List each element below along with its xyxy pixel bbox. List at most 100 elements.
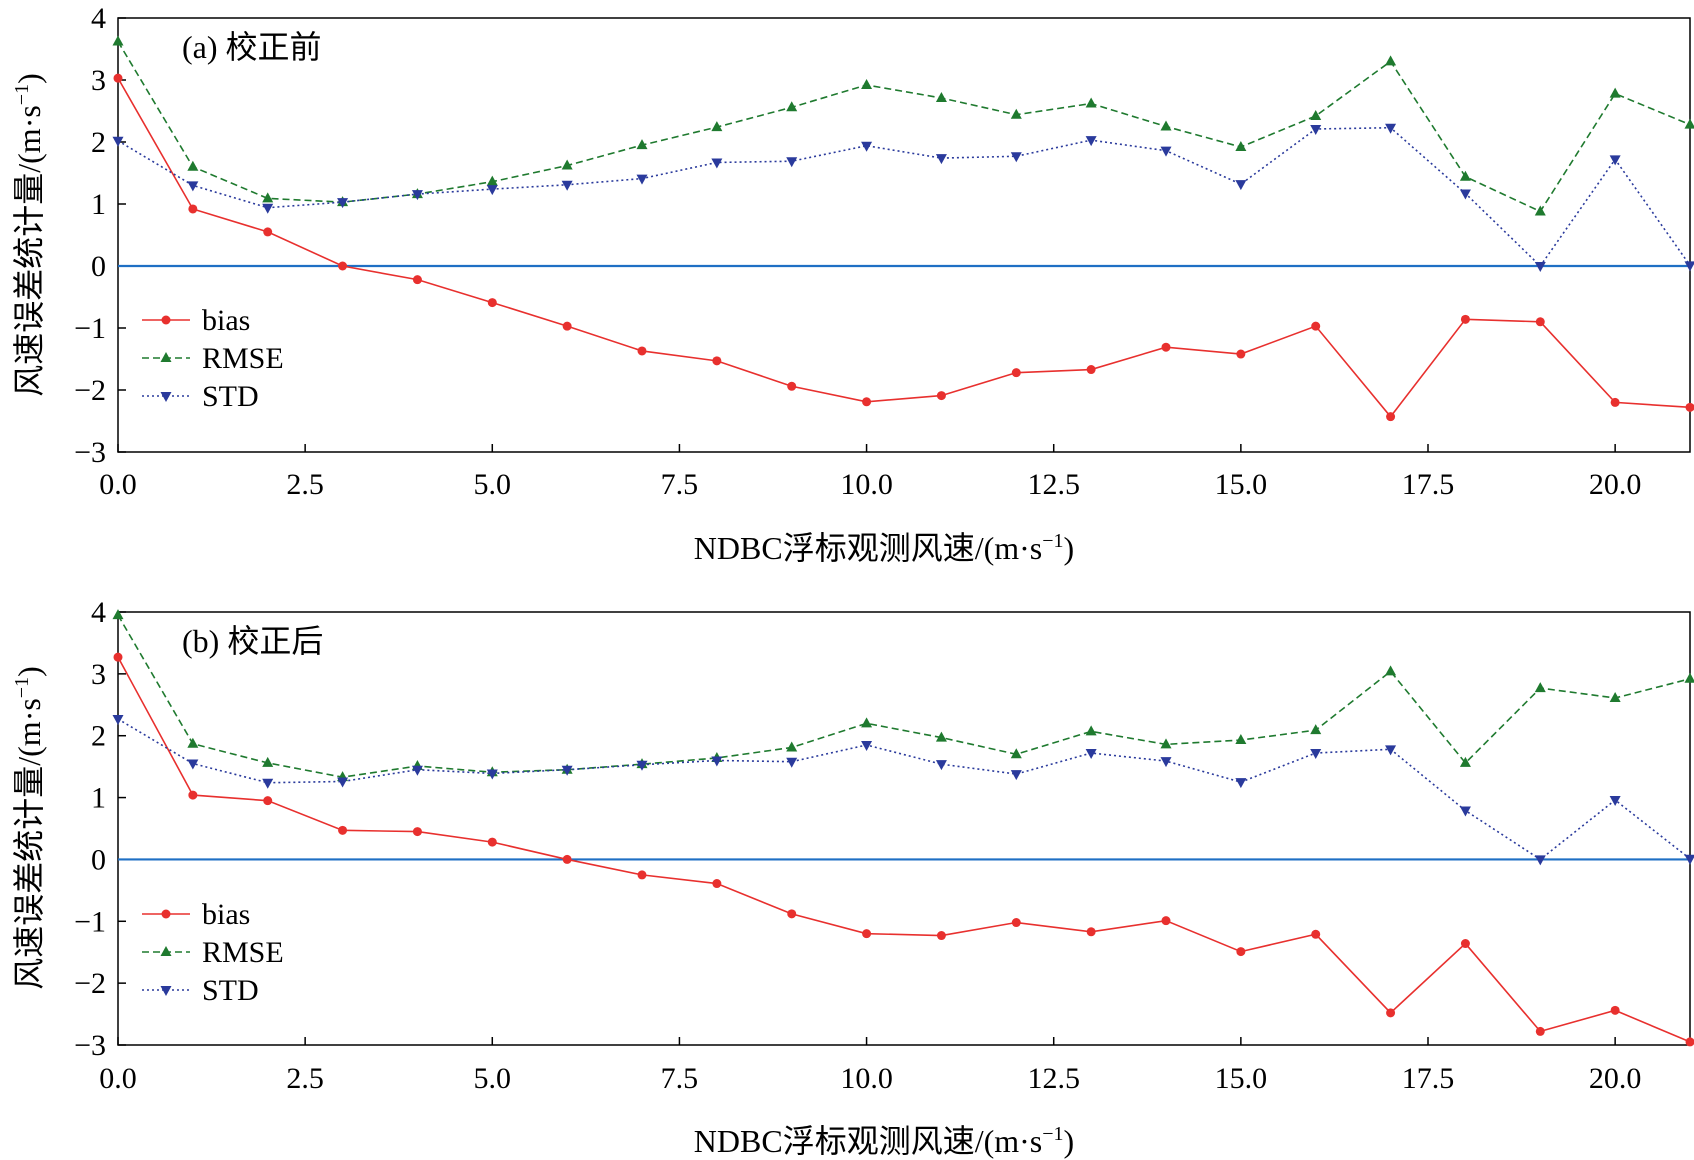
data-point-std bbox=[861, 740, 873, 751]
series-bias bbox=[113, 652, 1694, 1047]
data-point-bias bbox=[637, 346, 647, 356]
series-line-rmse bbox=[117, 41, 1691, 213]
chart-panel-b: 0.0 2.5 5.0 7.5 10.0 12.5 15.0 17.5 20.0 4 3 2 1 0 −1 −… bbox=[11, 596, 1694, 1159]
data-point-rmse bbox=[1385, 665, 1397, 676]
y-tick-label: 3 bbox=[91, 658, 106, 691]
data-point-bias bbox=[1386, 412, 1396, 422]
data-point-bias bbox=[562, 854, 572, 864]
data-point-std bbox=[1160, 146, 1172, 157]
y-tick-label: −3 bbox=[74, 1029, 106, 1062]
data-point-rmse bbox=[262, 756, 274, 767]
x-tick-label: 17.5 bbox=[1402, 468, 1455, 501]
data-point-std bbox=[1085, 136, 1097, 147]
data-point-bias bbox=[936, 391, 946, 401]
legend: bias RMSE STD bbox=[142, 898, 284, 1007]
plot-frame bbox=[117, 611, 1691, 1046]
data-point-std bbox=[711, 158, 723, 169]
data-point-rmse bbox=[1534, 205, 1546, 216]
data-point-std bbox=[112, 715, 124, 726]
series-line-rmse bbox=[117, 614, 1691, 778]
y-axis-title: 风速误差统计量/(m·s−1) bbox=[11, 666, 47, 990]
data-point-bias bbox=[1685, 402, 1694, 412]
data-point-bias bbox=[412, 275, 422, 285]
data-point-std bbox=[187, 181, 199, 192]
data-point-rmse bbox=[935, 91, 947, 102]
data-point-rmse bbox=[786, 101, 798, 112]
data-point-bias bbox=[113, 652, 123, 662]
data-point-bias bbox=[1460, 939, 1470, 949]
data-point-bias bbox=[188, 204, 198, 214]
series-line-std bbox=[117, 126, 1691, 268]
data-point-rmse bbox=[1010, 108, 1022, 119]
chart-panel-a: 0.0 2.5 5.0 7.5 10.0 12.5 15.0 17.5 20.0 4 3 2 1 0 −1 −… bbox=[11, 2, 1694, 566]
data-point-bias bbox=[1086, 927, 1096, 937]
data-point-std bbox=[1310, 749, 1322, 760]
data-point-rmse bbox=[1235, 734, 1247, 745]
data-point-rmse bbox=[112, 35, 124, 46]
data-point-std bbox=[337, 777, 349, 788]
data-point-rmse bbox=[1385, 55, 1397, 66]
x-tick-label: 2.5 bbox=[286, 468, 324, 501]
x-tick-label: 5.0 bbox=[474, 1062, 512, 1095]
x-tick-label: 15.0 bbox=[1215, 468, 1268, 501]
data-point-bias bbox=[1535, 317, 1545, 327]
data-point-bias bbox=[1011, 368, 1021, 378]
data-point-rmse bbox=[935, 731, 947, 742]
data-point-bias bbox=[338, 261, 348, 271]
data-point-std bbox=[1235, 180, 1247, 191]
x-tick-label: 17.5 bbox=[1402, 1062, 1455, 1095]
data-point-std bbox=[1534, 262, 1546, 272]
legend-marker-std bbox=[160, 986, 172, 996]
legend: bias RMSE STD bbox=[142, 304, 284, 413]
data-point-rmse bbox=[1459, 756, 1471, 767]
data-point-std bbox=[786, 157, 798, 168]
data-point-std bbox=[786, 757, 798, 768]
data-point-std bbox=[1085, 749, 1097, 760]
series-rmse bbox=[112, 609, 1694, 782]
panel-title: (a) 校正前 bbox=[182, 29, 322, 65]
data-point-std bbox=[1160, 757, 1172, 768]
data-point-rmse bbox=[486, 175, 498, 186]
data-point-bias bbox=[1535, 1026, 1545, 1036]
data-point-std bbox=[636, 174, 648, 185]
data-point-rmse bbox=[1534, 682, 1546, 693]
data-point-bias bbox=[338, 825, 348, 835]
series-bias bbox=[113, 73, 1694, 422]
data-point-std bbox=[187, 759, 199, 770]
y-tick-label: 4 bbox=[91, 596, 106, 629]
data-point-std bbox=[112, 136, 124, 147]
y-tick-label: 3 bbox=[91, 64, 106, 97]
x-tick-label: 7.5 bbox=[661, 468, 699, 501]
data-point-std bbox=[1010, 152, 1022, 163]
data-point-bias bbox=[1610, 397, 1620, 407]
data-point-std bbox=[1459, 189, 1471, 200]
data-point-bias bbox=[1386, 1008, 1396, 1018]
panel-title: (b) 校正后 bbox=[182, 623, 323, 659]
x-tick-label: 2.5 bbox=[286, 1062, 324, 1095]
data-point-rmse bbox=[1684, 672, 1694, 683]
data-point-bias bbox=[1460, 314, 1470, 324]
data-point-rmse bbox=[1085, 97, 1097, 108]
data-point-std bbox=[486, 769, 498, 780]
data-point-std bbox=[861, 141, 873, 152]
data-point-rmse bbox=[1235, 140, 1247, 151]
data-point-bias bbox=[1610, 1005, 1620, 1015]
data-point-bias bbox=[1161, 342, 1171, 352]
data-point-rmse bbox=[1160, 120, 1172, 131]
y-tick-label: −1 bbox=[74, 312, 106, 345]
y-tick-label: 4 bbox=[91, 2, 106, 35]
legend-label-rmse: RMSE bbox=[202, 342, 284, 375]
data-point-rmse bbox=[1010, 748, 1022, 759]
data-point-bias bbox=[487, 837, 497, 847]
data-point-bias bbox=[787, 909, 797, 919]
data-point-std bbox=[1534, 855, 1546, 866]
data-point-bias bbox=[1011, 918, 1021, 928]
x-tick-label: 5.0 bbox=[474, 468, 512, 501]
x-tick-label: 12.5 bbox=[1027, 1062, 1080, 1095]
plot-frame bbox=[117, 17, 1691, 453]
data-point-bias bbox=[113, 73, 123, 83]
data-point-std bbox=[561, 765, 573, 776]
y-tick-label: −1 bbox=[74, 905, 106, 938]
data-point-bias bbox=[1236, 349, 1246, 359]
data-point-bias bbox=[1236, 947, 1246, 957]
